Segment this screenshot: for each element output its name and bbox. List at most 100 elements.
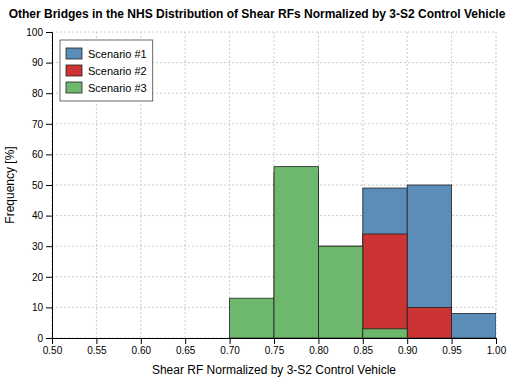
x-axis: 0.50 0.55 0.60 0.65 0.70 0.75 0.80 0.85 0.90 0.95… [43, 338, 507, 356]
tick-mark [407, 338, 408, 344]
tick-label: 0.80 [309, 345, 329, 356]
tick: 0.85 [354, 338, 374, 356]
tick: 0.75 [265, 338, 285, 356]
x-axis-line [53, 339, 497, 345]
tick-mark [46, 124, 52, 125]
series [230, 167, 408, 338]
bar [363, 188, 407, 338]
legend-swatch [66, 82, 82, 93]
tick: 20 [32, 272, 52, 283]
tick: 90 [32, 57, 52, 68]
tick-mark [46, 338, 52, 339]
grid-line [52, 123, 496, 124]
tick: 30 [32, 241, 52, 252]
bar [318, 246, 362, 338]
tick: 0.80 [309, 338, 329, 356]
legend-label: Scenario #2 [88, 65, 147, 77]
legend-item: Scenario #3 [66, 82, 147, 94]
tick: 0 [37, 333, 52, 344]
tick-mark [452, 338, 453, 344]
tick-mark [46, 277, 52, 278]
tick: 40 [32, 210, 52, 221]
tick-mark [185, 338, 186, 344]
bars [230, 167, 496, 338]
tick-label: 60 [32, 149, 44, 160]
tick-label: 0.50 [43, 345, 63, 356]
bar [274, 167, 318, 338]
tick-label: 70 [32, 119, 44, 130]
plot: 0.50 0.55 0.60 0.65 0.70 0.75 0.80 0.85 0.90 0.95… [26, 27, 506, 356]
tick-label: 1.00 [487, 345, 507, 356]
tick-label: 50 [32, 180, 44, 191]
bar [318, 246, 362, 338]
tick-label: 10 [32, 302, 44, 313]
tick-mark [363, 338, 364, 344]
tick-mark [96, 338, 97, 344]
tick-mark [141, 338, 142, 344]
tick-mark [274, 338, 275, 344]
legend: Scenario #1 Scenario #2 Scenario #3 [60, 40, 153, 101]
bar [363, 329, 407, 338]
legend-box [60, 40, 153, 101]
series [363, 185, 496, 338]
tick: 0.95 [442, 338, 462, 356]
legend-swatch [66, 48, 82, 59]
tick: 70 [32, 119, 52, 130]
tick-label: 80 [32, 88, 44, 99]
tick-label: 90 [32, 57, 44, 68]
tick: 0.60 [132, 338, 152, 356]
tick-mark [496, 338, 497, 344]
grid [52, 32, 496, 338]
tick-label: 0.60 [132, 345, 152, 356]
tick-label: 40 [32, 210, 44, 221]
tick-label: 20 [32, 272, 44, 283]
tick-mark [46, 246, 52, 247]
tick-label: 0.90 [398, 345, 418, 356]
tick: 1.00 [487, 338, 507, 356]
tick: 60 [32, 149, 52, 160]
y-axis: 0 10 20 30 40 50 60 70 80 90 100 [26, 27, 52, 344]
tick: 10 [32, 302, 52, 313]
tick-label: 0.85 [354, 345, 374, 356]
y-axis-line [46, 33, 53, 339]
bar [407, 185, 451, 338]
tick-label: 0 [37, 333, 43, 344]
tick-mark [46, 63, 52, 64]
tick-mark [318, 338, 319, 344]
tick: 0.50 [43, 338, 63, 356]
legend-item: Scenario #2 [66, 65, 147, 77]
tick-label: 0.55 [87, 345, 107, 356]
tick-mark [46, 216, 52, 217]
legend-item: Scenario #1 [66, 48, 147, 60]
tick-label: 30 [32, 241, 44, 252]
grid-line [52, 154, 496, 155]
bar [407, 307, 451, 338]
tick-label: 0.75 [265, 345, 285, 356]
tick: 80 [32, 88, 52, 99]
tick-mark [46, 154, 52, 155]
tick-label: 100 [26, 27, 43, 38]
grid-line [52, 32, 496, 33]
tick-mark [46, 185, 52, 186]
tick: 0.65 [176, 338, 196, 356]
tick: 100 [26, 27, 52, 38]
tick-mark [230, 338, 231, 344]
legend-label: Scenario #3 [88, 82, 147, 94]
tick-label: 0.65 [176, 345, 196, 356]
x-axis-title: Shear RF Normalized by 3-S2 Control Vehi… [152, 363, 396, 377]
tick-label: 0.95 [442, 345, 462, 356]
tick-label: 0.70 [220, 345, 240, 356]
tick-mark [46, 32, 52, 33]
tick: 0.90 [398, 338, 418, 356]
bar [452, 314, 496, 338]
legend-label: Scenario #1 [88, 48, 147, 60]
tick: 0.70 [220, 338, 240, 356]
bar [363, 234, 407, 338]
tick: 50 [32, 180, 52, 191]
tick-mark [46, 93, 52, 94]
title: Other Bridges in the NHS Distribution of… [9, 7, 506, 21]
y-axis-title: Frequency [%] [3, 146, 17, 223]
legend-swatch [66, 65, 82, 76]
chart: 0.50 0.55 0.60 0.65 0.70 0.75 0.80 0.85 0.90 0.95… [0, 0, 514, 384]
tick: 0.55 [87, 338, 107, 356]
